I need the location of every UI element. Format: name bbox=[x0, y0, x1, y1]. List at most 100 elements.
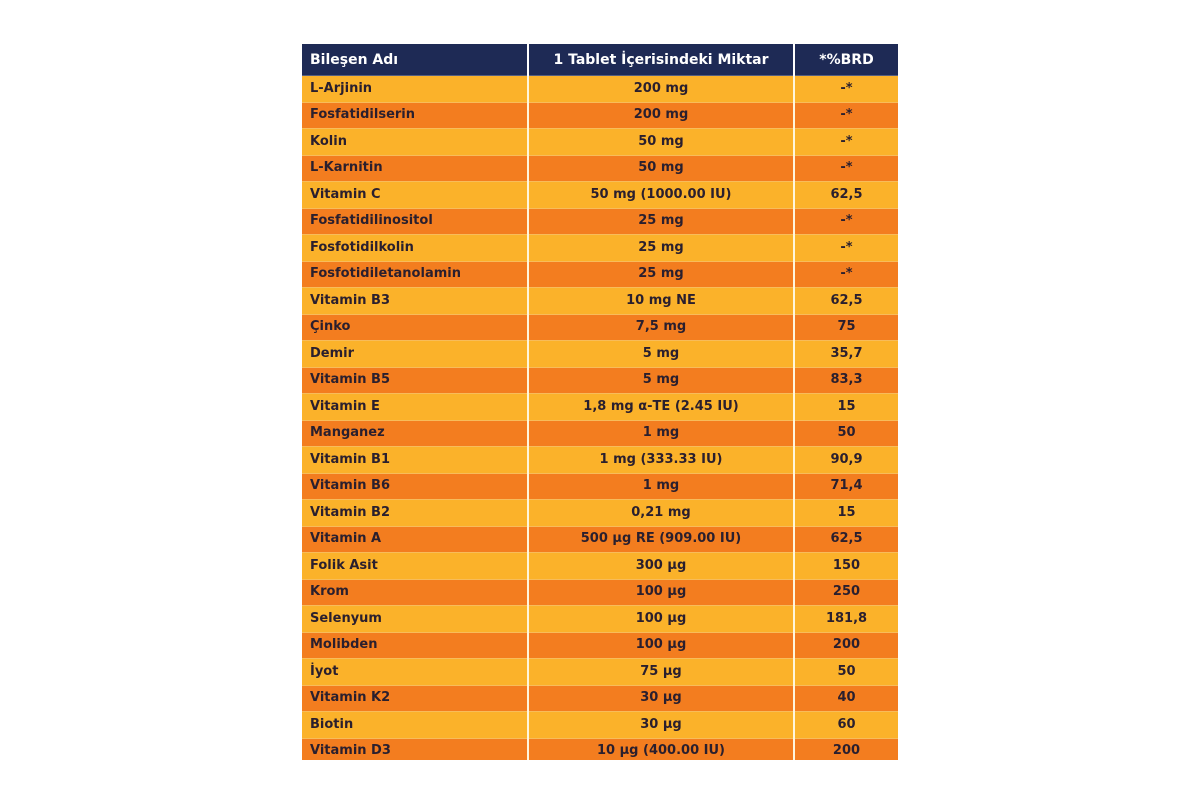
amount-cell: 300 µg bbox=[528, 552, 795, 579]
brd-cell: 200 bbox=[794, 631, 898, 659]
amount-cell: 200 mg bbox=[528, 101, 795, 129]
table-row: L-Arjinin 200 mg -* bbox=[302, 75, 898, 102]
amount-cell: 30 µg bbox=[528, 684, 795, 712]
column-header-brd: *%BRD bbox=[794, 44, 898, 76]
column-header-name: Bileşen Adı bbox=[302, 44, 529, 76]
amount-cell: 50 mg bbox=[528, 154, 795, 182]
brd-cell: -* bbox=[794, 128, 898, 155]
ingredient-name-cell: Vitamin B3 bbox=[302, 287, 529, 314]
brd-cell: -* bbox=[794, 207, 898, 235]
table-row: Folik Asit 300 µg 150 bbox=[302, 552, 898, 579]
nutrition-table: Bileşen Adı 1 Tablet İçerisindeki Miktar… bbox=[302, 44, 898, 760]
nutrition-table-panel: Bileşen Adı 1 Tablet İçerisindeki Miktar… bbox=[302, 44, 898, 760]
ingredient-name-cell: Manganez bbox=[302, 419, 529, 447]
table-row: Fosfatidilserin 200 mg -* bbox=[302, 101, 898, 129]
ingredient-name-cell: L-Karnitin bbox=[302, 154, 529, 182]
brd-cell: 40 bbox=[794, 684, 898, 712]
amount-cell: 500 µg RE (909.00 IU) bbox=[528, 525, 795, 553]
amount-cell: 25 mg bbox=[528, 260, 795, 288]
ingredient-name-cell: Biotin bbox=[302, 711, 529, 738]
amount-cell: 50 mg bbox=[528, 128, 795, 155]
brd-cell: 150 bbox=[794, 552, 898, 579]
ingredient-name-cell: Vitamin B2 bbox=[302, 499, 529, 526]
ingredient-name-cell: Krom bbox=[302, 578, 529, 606]
brd-cell: 50 bbox=[794, 658, 898, 685]
ingredient-name-cell: Vitamin K2 bbox=[302, 684, 529, 712]
amount-cell: 25 mg bbox=[528, 234, 795, 261]
table-row: Molibden 100 µg 200 bbox=[302, 631, 898, 659]
brd-cell: 250 bbox=[794, 578, 898, 606]
amount-cell: 10 mg NE bbox=[528, 287, 795, 314]
amount-cell: 75 µg bbox=[528, 658, 795, 685]
brd-cell: 62,5 bbox=[794, 181, 898, 208]
brd-cell: 75 bbox=[794, 313, 898, 341]
amount-cell: 200 mg bbox=[528, 75, 795, 102]
table-row: Biotin 30 µg 60 bbox=[302, 711, 898, 738]
table-row: Vitamin B2 0,21 mg 15 bbox=[302, 499, 898, 526]
amount-cell: 1 mg bbox=[528, 472, 795, 500]
brd-cell: 50 bbox=[794, 419, 898, 447]
amount-cell: 25 mg bbox=[528, 207, 795, 235]
amount-cell: 1 mg (333.33 IU) bbox=[528, 446, 795, 473]
table-row: İyot 75 µg 50 bbox=[302, 658, 898, 685]
ingredient-name-cell: Vitamin E bbox=[302, 393, 529, 420]
table-row: L-Karnitin 50 mg -* bbox=[302, 154, 898, 182]
brd-cell: 15 bbox=[794, 393, 898, 420]
table-row: Krom 100 µg 250 bbox=[302, 578, 898, 606]
table-row: Demir 5 mg 35,7 bbox=[302, 340, 898, 367]
brd-cell: 35,7 bbox=[794, 340, 898, 367]
table-row: Fosfatidilinositol 25 mg -* bbox=[302, 207, 898, 235]
ingredient-name-cell: Fosfotidiletanolamin bbox=[302, 260, 529, 288]
table-row: Vitamin A 500 µg RE (909.00 IU) 62,5 bbox=[302, 525, 898, 553]
ingredient-name-cell: Selenyum bbox=[302, 605, 529, 632]
table-row: Vitamin K2 30 µg 40 bbox=[302, 684, 898, 712]
ingredient-name-cell: Folik Asit bbox=[302, 552, 529, 579]
amount-cell: 7,5 mg bbox=[528, 313, 795, 341]
brd-cell: 181,8 bbox=[794, 605, 898, 632]
ingredient-name-cell: Demir bbox=[302, 340, 529, 367]
amount-cell: 10 µg (400.00 IU) bbox=[528, 737, 795, 760]
ingredient-name-cell: Fosfatidilinositol bbox=[302, 207, 529, 235]
table-row: Kolin 50 mg -* bbox=[302, 128, 898, 155]
brd-cell: -* bbox=[794, 234, 898, 261]
table-row: Vitamin B3 10 mg NE 62,5 bbox=[302, 287, 898, 314]
column-header-amount: 1 Tablet İçerisindeki Miktar bbox=[528, 44, 795, 76]
table-row: Vitamin B1 1 mg (333.33 IU) 90,9 bbox=[302, 446, 898, 473]
table-row: Manganez 1 mg 50 bbox=[302, 419, 898, 447]
amount-cell: 30 µg bbox=[528, 711, 795, 738]
brd-cell: 83,3 bbox=[794, 366, 898, 394]
table-row: Selenyum 100 µg 181,8 bbox=[302, 605, 898, 632]
table-row: Fosfotidilkolin 25 mg -* bbox=[302, 234, 898, 261]
amount-cell: 100 µg bbox=[528, 605, 795, 632]
brd-cell: 62,5 bbox=[794, 525, 898, 553]
ingredient-name-cell: Vitamin D3 bbox=[302, 737, 529, 760]
amount-cell: 5 mg bbox=[528, 366, 795, 394]
table-row: Vitamin E 1,8 mg α-TE (2.45 IU) 15 bbox=[302, 393, 898, 420]
ingredient-name-cell: Vitamin B5 bbox=[302, 366, 529, 394]
ingredient-name-cell: İyot bbox=[302, 658, 529, 685]
header-row: Bileşen Adı 1 Tablet İçerisindeki Miktar… bbox=[302, 44, 898, 76]
ingredient-name-cell: L-Arjinin bbox=[302, 75, 529, 102]
brd-cell: 15 bbox=[794, 499, 898, 526]
brd-cell: -* bbox=[794, 75, 898, 102]
ingredient-name-cell: Vitamin C bbox=[302, 181, 529, 208]
amount-cell: 0,21 mg bbox=[528, 499, 795, 526]
brd-cell: 71,4 bbox=[794, 472, 898, 500]
table-row: Vitamin C 50 mg (1000.00 IU) 62,5 bbox=[302, 181, 898, 208]
brd-cell: 200 bbox=[794, 737, 898, 760]
table-row: Çinko 7,5 mg 75 bbox=[302, 313, 898, 341]
amount-cell: 100 µg bbox=[528, 578, 795, 606]
amount-cell: 50 mg (1000.00 IU) bbox=[528, 181, 795, 208]
amount-cell: 1 mg bbox=[528, 419, 795, 447]
amount-cell: 1,8 mg α-TE (2.45 IU) bbox=[528, 393, 795, 420]
table-body: L-Arjinin 200 mg -* Fosfatidilserin 200 mg -*… bbox=[302, 75, 898, 760]
ingredient-name-cell: Fosfatidilserin bbox=[302, 101, 529, 129]
ingredient-name-cell: Kolin bbox=[302, 128, 529, 155]
table-row: Vitamin B5 5 mg 83,3 bbox=[302, 366, 898, 394]
table-row: Vitamin D3 10 µg (400.00 IU) 200 bbox=[302, 737, 898, 760]
table-row: Vitamin B6 1 mg 71,4 bbox=[302, 472, 898, 500]
ingredient-name-cell: Fosfotidilkolin bbox=[302, 234, 529, 261]
ingredient-name-cell: Vitamin B1 bbox=[302, 446, 529, 473]
table-header: Bileşen Adı 1 Tablet İçerisindeki Miktar… bbox=[302, 44, 898, 76]
brd-cell: -* bbox=[794, 154, 898, 182]
